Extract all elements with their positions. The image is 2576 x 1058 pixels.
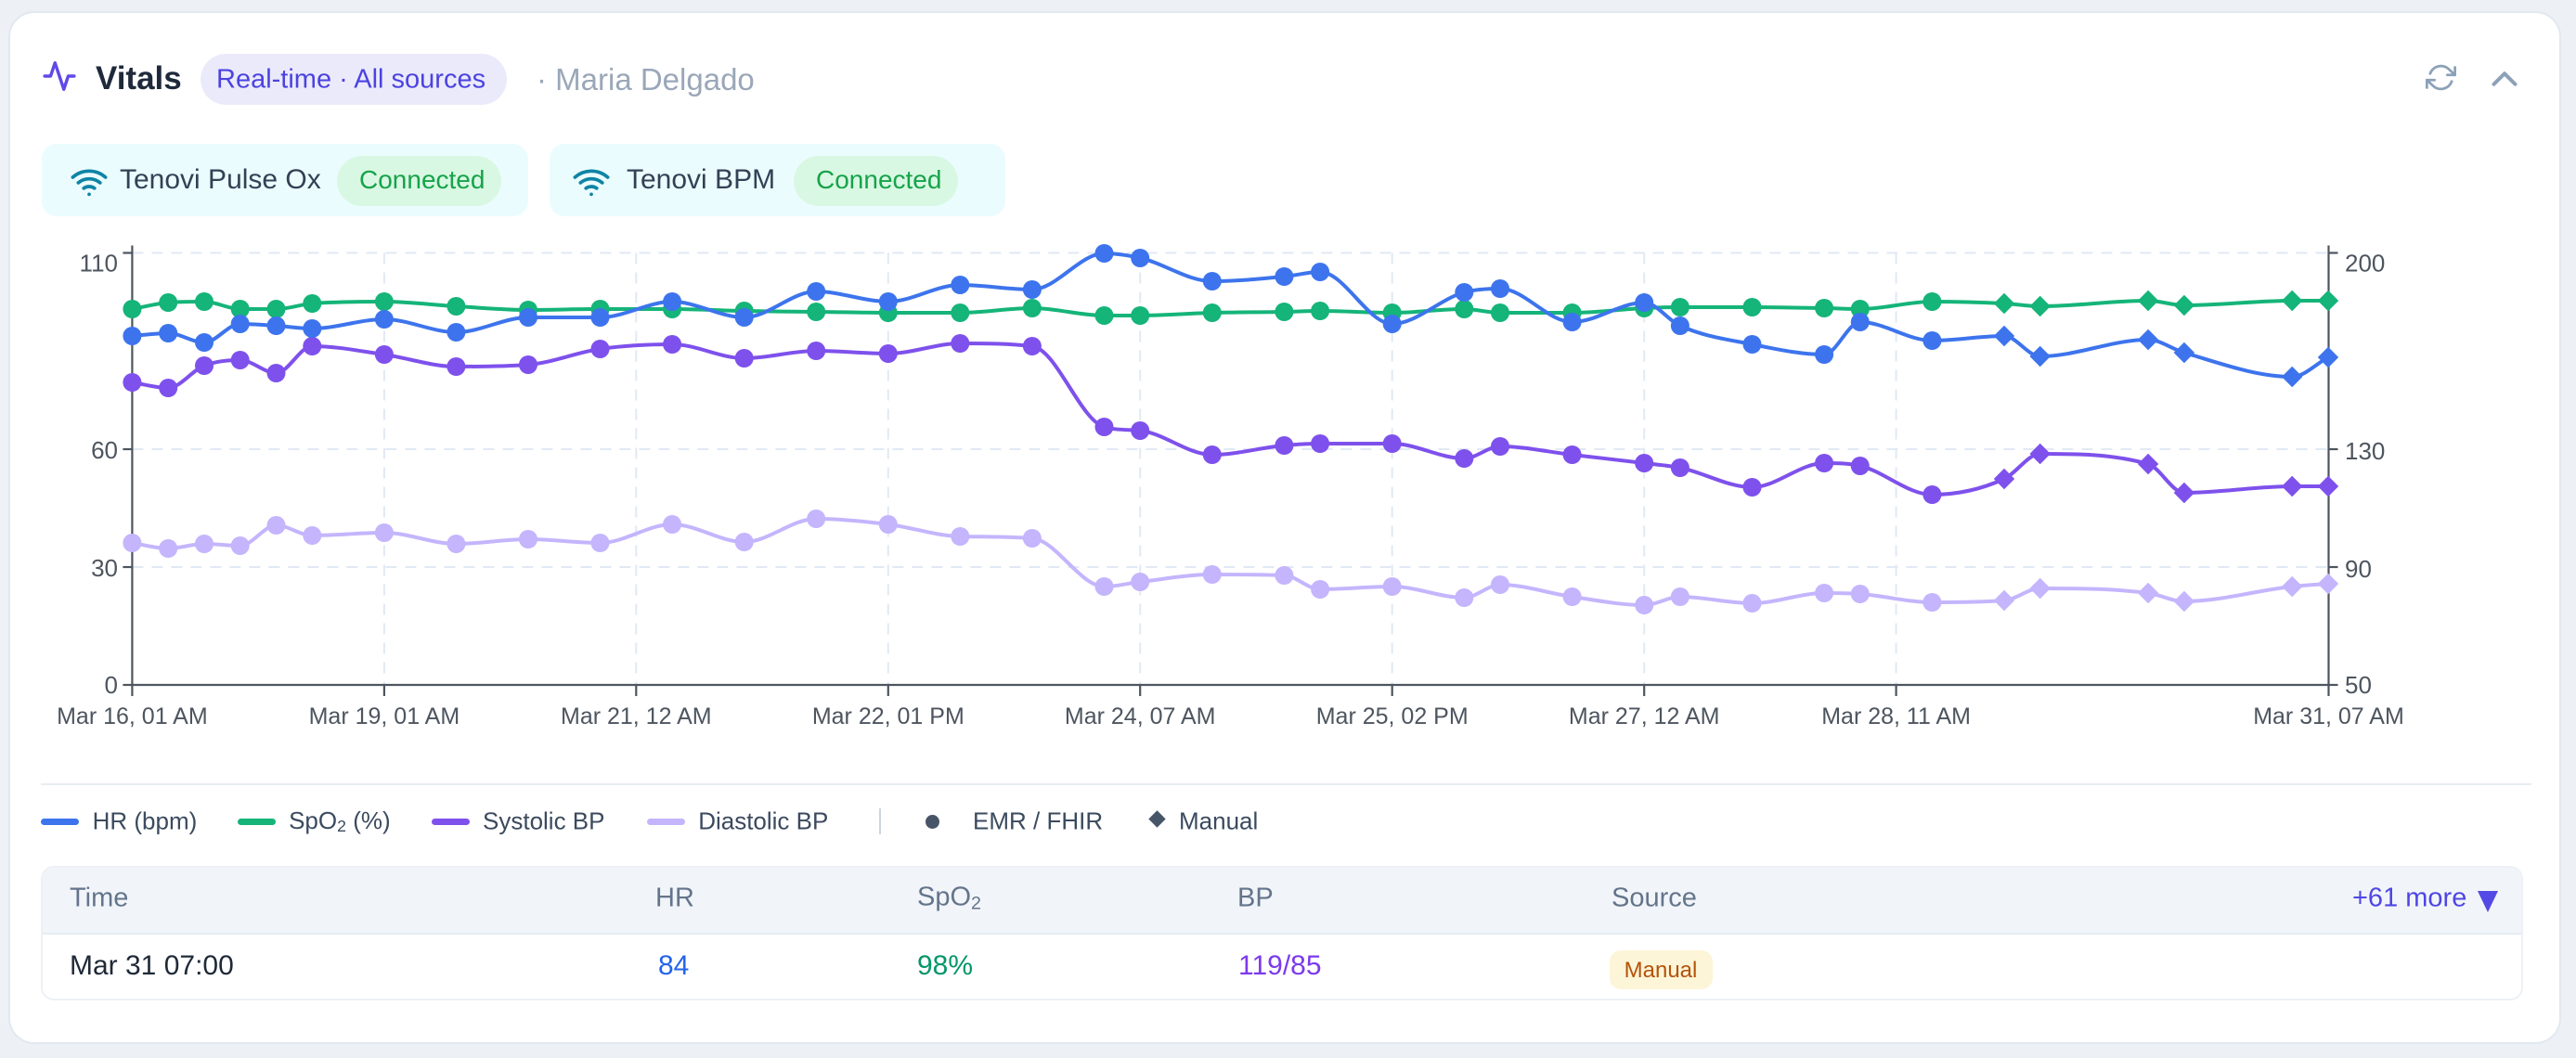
svg-text:30: 30 (91, 554, 118, 582)
svg-text:Mar 31, 07 AM: Mar 31, 07 AM (2253, 703, 2404, 729)
svg-text:Mar 27, 12 AM: Mar 27, 12 AM (1569, 703, 1720, 729)
svg-text:Mar 28, 11 AM: Mar 28, 11 AM (1821, 703, 1971, 729)
svg-text:Mar 21, 12 AM: Mar 21, 12 AM (561, 703, 712, 729)
svg-text:0: 0 (105, 671, 118, 699)
svg-text:200: 200 (2345, 250, 2385, 277)
svg-text:Mar 22, 01 PM: Mar 22, 01 PM (812, 703, 964, 729)
svg-text:60: 60 (91, 436, 118, 464)
svg-text:90: 90 (2345, 555, 2372, 583)
svg-text:Mar 19, 01 AM: Mar 19, 01 AM (309, 703, 460, 729)
svg-text:110: 110 (80, 250, 118, 277)
svg-text:Mar 25, 02 PM: Mar 25, 02 PM (1316, 703, 1469, 729)
svg-text:Mar 24, 07 AM: Mar 24, 07 AM (1065, 703, 1216, 729)
svg-text:50: 50 (2345, 671, 2372, 699)
svg-text:130: 130 (2345, 437, 2385, 465)
svg-text:Mar 16, 01 AM: Mar 16, 01 AM (57, 703, 208, 729)
